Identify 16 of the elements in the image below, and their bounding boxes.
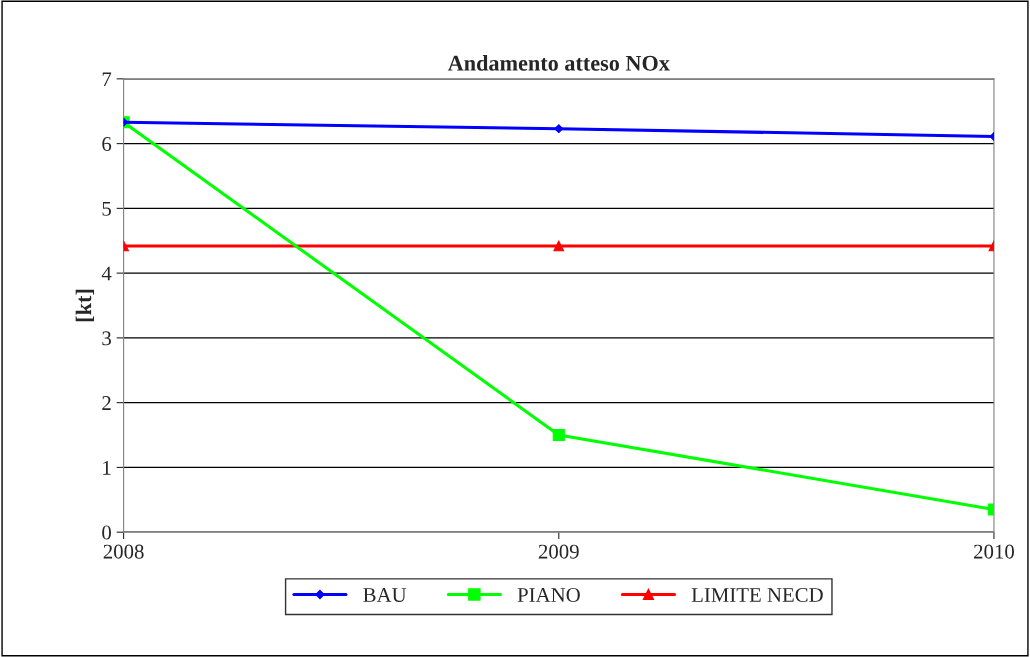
- y-tick-label: 7: [102, 72, 112, 87]
- x-tick-label: 2010: [974, 544, 1014, 559]
- legend-label: BAU: [363, 588, 407, 602]
- legend-label: LIMITE NECD: [691, 587, 823, 602]
- y-axis-title: [kt]: [75, 289, 95, 322]
- y-tick-label: 1: [103, 460, 111, 475]
- y-tick-label: 3: [102, 331, 111, 346]
- y-tick-label: 5: [102, 201, 111, 216]
- x-tick-label: 2008: [103, 544, 144, 559]
- y-tick-label: 0: [102, 525, 111, 540]
- legend-label: PIANO: [517, 587, 580, 602]
- y-tick-label: 4: [101, 266, 112, 281]
- chart-title: Andamento atteso NOx: [447, 55, 670, 71]
- y-tick-label: 2: [102, 396, 111, 410]
- y-tick-label: 6: [102, 137, 112, 152]
- x-tick-label: 2009: [538, 544, 579, 559]
